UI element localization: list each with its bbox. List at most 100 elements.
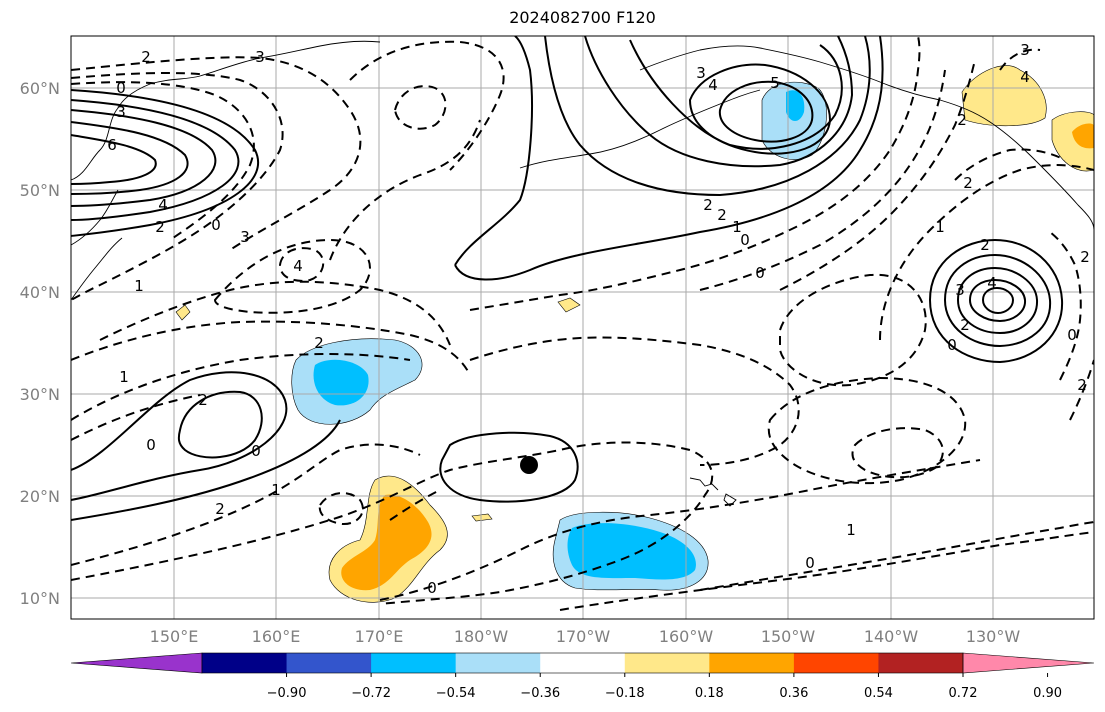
contour-label: 6 bbox=[107, 136, 117, 154]
colorbar-tick-label: −0.36 bbox=[520, 686, 560, 701]
contour-label: 3 bbox=[955, 281, 965, 299]
shade-yellow-gulf bbox=[961, 65, 1047, 127]
map-title: 2024082700 F120 bbox=[509, 8, 656, 27]
contour-label: 2 bbox=[717, 206, 727, 224]
colorbar-tick-label: −0.54 bbox=[436, 686, 476, 701]
colorbar-outline bbox=[201, 652, 964, 674]
contour-label: 0 bbox=[947, 336, 957, 354]
contour-label: 4 bbox=[987, 274, 997, 292]
shade-orange-bc bbox=[1072, 123, 1094, 149]
longitude-label: 170°W bbox=[556, 627, 611, 646]
latitude-label: 20°N bbox=[20, 487, 60, 506]
shade-blue-alaska-core bbox=[786, 90, 805, 121]
contour-label: 1 bbox=[846, 521, 856, 539]
colorbar-segment bbox=[709, 653, 795, 673]
colorbar-extend-high bbox=[962, 652, 1095, 674]
longitude-label: 130°W bbox=[966, 627, 1021, 646]
contour-label: 4 bbox=[1020, 68, 1030, 86]
contour-label: 1 bbox=[271, 481, 281, 499]
longitude-label: 160°W bbox=[659, 627, 714, 646]
coast-kamchatka bbox=[71, 40, 381, 181]
latitude-label: 60°N bbox=[20, 79, 60, 98]
contour-label: 3 bbox=[240, 228, 250, 246]
colorbar-tick-label: 0.90 bbox=[1033, 686, 1062, 701]
colorbar-tick-label: 0.54 bbox=[864, 686, 893, 701]
solid-contours bbox=[71, 36, 1064, 521]
contour-label: 4 bbox=[293, 257, 303, 275]
longitude-label: 160°E bbox=[252, 627, 301, 646]
colorbar-tick-label: −0.18 bbox=[605, 686, 645, 701]
contour-label: 2 bbox=[957, 111, 967, 129]
latitude-label: 30°N bbox=[20, 385, 60, 404]
contour-label: 0 bbox=[805, 554, 815, 572]
contour-label: 2 bbox=[155, 218, 165, 236]
contour-label: 1 bbox=[134, 277, 144, 295]
contour-label: 3 bbox=[255, 48, 265, 66]
contour-label: 2 bbox=[314, 334, 324, 352]
contour-label: 2 bbox=[1080, 248, 1090, 266]
colorbar-segment bbox=[793, 653, 879, 673]
contour-label: 2 bbox=[960, 316, 970, 334]
colorbar-segment bbox=[624, 653, 710, 673]
center-marker bbox=[520, 456, 538, 474]
contour-label: 2 bbox=[980, 236, 990, 254]
dashed-contours bbox=[71, 36, 1094, 611]
contour-label: 0 bbox=[251, 442, 261, 460]
contour-label: 0 bbox=[755, 264, 765, 282]
coast-aleutians bbox=[519, 89, 761, 169]
shaded-regions bbox=[175, 65, 1094, 603]
map-frame bbox=[70, 35, 1095, 620]
shade-yellow-small1 bbox=[557, 297, 581, 313]
colorbar-tick-label: 0.18 bbox=[695, 686, 724, 701]
colorbar-segment bbox=[286, 653, 372, 673]
colorbar-segment bbox=[202, 653, 288, 673]
coast-alaska bbox=[639, 45, 1094, 231]
colorbar-extend-low bbox=[70, 652, 203, 674]
contour-label: 2 bbox=[198, 391, 208, 409]
shade-orange-south bbox=[341, 494, 432, 591]
colorbar-segment bbox=[540, 653, 626, 673]
contour-label: 4 bbox=[708, 76, 718, 94]
latitude-label: 50°N bbox=[20, 181, 60, 200]
longitude-label: 180°W bbox=[454, 627, 509, 646]
colorbar-tick-label: 0.72 bbox=[949, 686, 978, 701]
contour-label: 0 bbox=[116, 79, 126, 97]
longitude-label: 170°E bbox=[355, 627, 404, 646]
colorbar-segment bbox=[878, 653, 964, 673]
colorbar-tick-label: −0.90 bbox=[267, 686, 307, 701]
latitude-labels: 60°N 50°N 40°N 30°N 20°N 10°N bbox=[20, 79, 60, 608]
contour-label: 0 bbox=[146, 436, 156, 454]
contour-label: 4 bbox=[158, 196, 168, 214]
contour-label: 0 bbox=[1067, 326, 1077, 344]
colorbar-segment bbox=[371, 653, 457, 673]
contour-label: 1 bbox=[732, 218, 742, 236]
contour-label: 2 bbox=[703, 196, 713, 214]
contour-label: 2 bbox=[215, 500, 225, 518]
coast-hawaii bbox=[689, 477, 737, 507]
latitude-label: 10°N bbox=[20, 589, 60, 608]
coast-kuril bbox=[71, 237, 123, 301]
longitude-label: 140°W bbox=[864, 627, 919, 646]
coastlines bbox=[71, 40, 1094, 507]
contour-label: 0 bbox=[427, 579, 437, 597]
contour-label: 5 bbox=[770, 74, 780, 92]
colorbar-tick-label: 0.36 bbox=[779, 686, 808, 701]
contour-label: 3 bbox=[116, 103, 126, 121]
colorbar-tick-label: −0.72 bbox=[351, 686, 391, 701]
contour-label: 1 bbox=[119, 368, 129, 386]
coast-japan bbox=[71, 189, 119, 246]
contour-label: 0 bbox=[740, 231, 750, 249]
longitude-labels: 150°E 160°E 170°E 180°W 170°W 160°W 150°W 140°W… bbox=[150, 627, 1021, 646]
contour-label: 2 bbox=[141, 48, 151, 66]
shade-yellow-small3 bbox=[471, 513, 493, 522]
shade-yellow-small2 bbox=[175, 304, 191, 321]
contour-label: 1 bbox=[935, 218, 945, 236]
longitude-label: 150°E bbox=[150, 627, 199, 646]
contour-label: 2 bbox=[963, 174, 973, 192]
graticule bbox=[71, 36, 1094, 619]
colorbar: −0.90 −0.72 −0.54 −0.36 −0.18 0.18 0.36 0.54 0.7… bbox=[70, 652, 1095, 701]
longitude-label: 150°W bbox=[761, 627, 816, 646]
contour-label: 3 bbox=[696, 64, 706, 82]
